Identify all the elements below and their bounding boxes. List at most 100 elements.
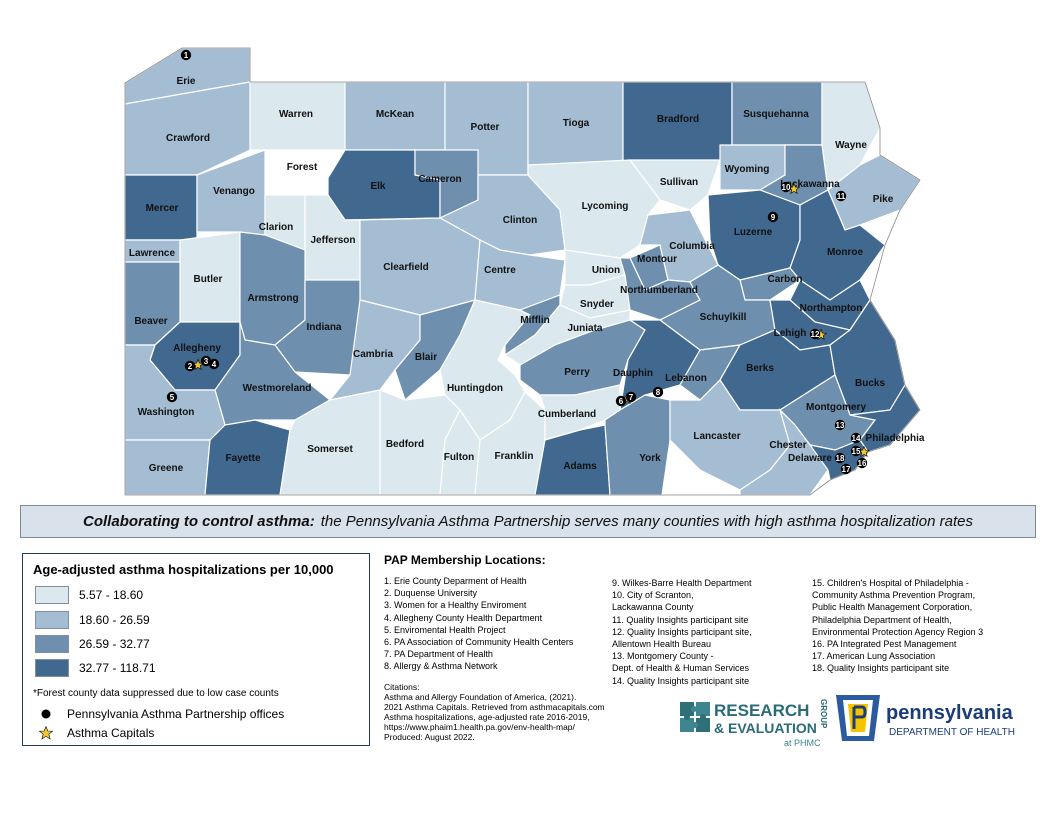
county-label-cameron: Cameron: [418, 174, 461, 185]
office-dot-icon: [652, 386, 664, 398]
office-dot-icon: [41, 709, 51, 719]
county-label-lackawanna: Lackawanna: [780, 179, 840, 190]
office-dot-icon: [840, 463, 852, 475]
list-item: 4. Allegheny County Health Department: [384, 612, 543, 623]
county-label-wyoming: Wyoming: [725, 164, 770, 175]
county-label-dauphin: Dauphin: [613, 368, 653, 379]
legend-offices: Pennsylvania Asthma Partnership offices: [39, 707, 284, 721]
office-marker-number: 9: [771, 213, 776, 222]
citation-line: Asthma hospitalizations, age-adjusted ra…: [384, 712, 590, 722]
county-label-mercer: Mercer: [146, 203, 179, 214]
county-label-monroe: Monroe: [827, 247, 864, 258]
citation-line: https://www.phaim1.health.pa.gov/env-hea…: [384, 722, 575, 732]
county-label-bedford: Bedford: [386, 439, 424, 450]
county-label-greene: Greene: [149, 463, 184, 474]
county-label-tioga: Tioga: [563, 118, 590, 129]
county-label-washington: Washington: [138, 407, 195, 418]
office-marker-12: 12: [809, 328, 821, 340]
legend-capitals: Asthma Capitals: [39, 726, 154, 740]
list-item: 15. Children's Hospital of Philadelphia …: [812, 578, 984, 637]
county-label-venango: Venango: [213, 186, 255, 197]
list-item: 1. Erie County Deparment of Health: [384, 576, 527, 586]
pap-membership: PAP Membership Locations: 1. Erie County…: [384, 553, 1044, 753]
office-dot-icon: [834, 419, 846, 431]
list-item: 2. Duquense University: [384, 588, 478, 599]
office-marker-3: 3: [200, 355, 212, 367]
county-label-perry: Perry: [564, 367, 590, 378]
legend-title: Age-adjusted asthma hospitalizations per…: [33, 562, 334, 577]
pa-dept: DEPARTMENT OF HEALTH: [889, 727, 1015, 738]
office-marker-16: 16: [856, 457, 868, 469]
legend-class-2: 18.60 - 26.59: [35, 610, 150, 630]
county-label-cambria: Cambria: [353, 349, 393, 360]
office-marker-number: 7: [629, 393, 634, 402]
county-label-clarion: Clarion: [259, 222, 293, 233]
legend-class-3: 26.59 - 32.77: [35, 634, 150, 654]
office-marker-number: 13: [836, 421, 845, 430]
legend-capitals-label: Asthma Capitals: [67, 726, 155, 740]
county-labels: Erie Warren McKean Potter Tioga Bradford Susqu…: [129, 76, 925, 474]
legend-label-3: 26.59 - 32.77: [79, 637, 150, 651]
county-label-allegheny: Allegheny: [173, 343, 221, 354]
office-marker-11: 11: [835, 190, 847, 202]
puzzle-mark-icon: [680, 702, 710, 732]
office-marker-10: 10: [780, 181, 792, 193]
banner: Collaborating to control asthma: the Pen…: [20, 505, 1036, 538]
office-marker-number: 18: [836, 454, 845, 463]
county-label-york: York: [639, 453, 661, 464]
list-item: 11. Quality Insights participant site: [612, 614, 749, 625]
list-item: 8. Allergy & Asthma Network: [384, 661, 498, 672]
office-marker-18: 18: [834, 452, 846, 464]
list-item: 3. Women for a Healthy Enviroment: [384, 600, 527, 611]
office-marker-number: 11: [837, 192, 846, 201]
legend-class-4: 32.77 - 118.71: [35, 658, 156, 678]
county-label-montour: Montour: [637, 254, 677, 265]
list-item: 13. Montgomery County - Dept. of Health …: [612, 651, 750, 674]
office-dot-icon: [850, 445, 862, 457]
county-label-berks: Berks: [746, 363, 774, 374]
citation-line: Asthma and Allergy Foundation of America…: [384, 692, 577, 702]
list-item: 17. American Lung Association: [812, 651, 936, 662]
county-label-fayette: Fayette: [225, 453, 260, 464]
county-label-mifflin: Mifflin: [520, 315, 549, 326]
county-label-columbia: Columbia: [669, 241, 715, 252]
county-label-lehigh: Lehigh: [774, 328, 807, 339]
county-label-snyder: Snyder: [580, 299, 614, 310]
legend: Age-adjusted asthma hospitalizations per…: [22, 553, 370, 746]
office-dot-icon: [780, 181, 792, 193]
county-label-somerset: Somerset: [307, 444, 353, 455]
office-marker-13: 13: [834, 419, 846, 431]
pa-name: pennsylvania: [886, 702, 1014, 724]
county-label-elk: Elk: [370, 181, 385, 192]
legend-label-1: 5.57 - 18.60: [79, 588, 144, 602]
county-label-pike: Pike: [873, 194, 894, 205]
star-icon: [39, 726, 53, 740]
legend-class-1: 5.57 - 18.60: [35, 585, 143, 605]
county-label-blair: Blair: [415, 352, 437, 363]
county-label-luzerne: Luzerne: [734, 227, 773, 238]
county-label-juniata: Juniata: [567, 323, 602, 334]
office-dot-icon: [166, 391, 178, 403]
banner-bold: Collaborating to control asthma:: [83, 513, 315, 530]
pap-list-1: 1. Erie County Deparment of Health 2. Du…: [384, 575, 609, 673]
county-label-lancaster: Lancaster: [693, 431, 740, 442]
office-marker-number: 8: [656, 388, 661, 397]
legend-swatch-4: [35, 659, 69, 677]
office-marker-number: 14: [852, 434, 861, 443]
office-dot-icon: [208, 358, 220, 370]
state-outline: [124, 47, 921, 496]
county-label-cumberland: Cumberland: [538, 409, 596, 420]
office-marker-6: 6: [615, 395, 627, 407]
citation-line: Citations:: [384, 682, 420, 692]
office-marker-4: 4: [208, 358, 220, 370]
office-dot-icon: [200, 355, 212, 367]
legend-label-4: 32.77 - 118.71: [79, 661, 156, 675]
office-dot-icon: [767, 211, 779, 223]
banner-text: the Pennsylvania Asthma Partnership serv…: [320, 513, 973, 530]
county-layer: [124, 47, 921, 496]
office-marker-number: 16: [858, 459, 867, 468]
office-dot-icon: [184, 360, 196, 372]
county-label-fulton: Fulton: [444, 452, 475, 463]
county-label-lycoming: Lycoming: [582, 201, 629, 212]
list-item: 16. PA Integrated Pest Management: [812, 639, 957, 650]
